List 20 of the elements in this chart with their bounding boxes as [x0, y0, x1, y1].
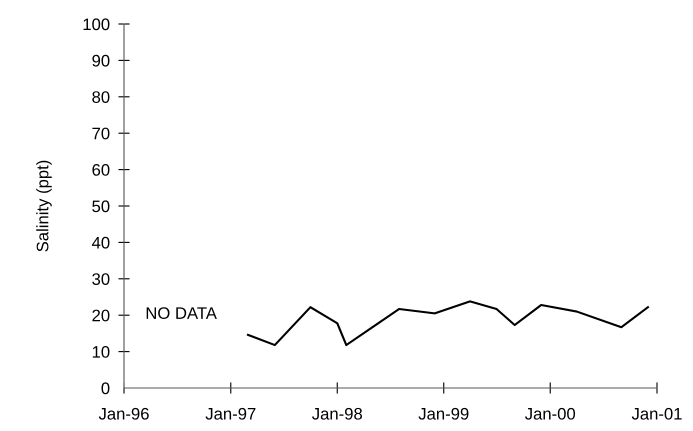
x-tick-label: Jan-01 — [632, 408, 682, 420]
y-axis-title: Salinity (ppt) — [36, 160, 52, 252]
x-tick-label: Jan-99 — [418, 408, 468, 420]
y-tick-label: 50 — [92, 200, 110, 212]
x-tick-label: Jan-00 — [525, 408, 576, 420]
y-tick-label: 80 — [92, 91, 110, 104]
x-tick-label: Jan-98 — [312, 408, 362, 420]
y-tick-label: 90 — [92, 54, 110, 67]
x-tick-label: Jan-97 — [206, 408, 256, 420]
y-tick-label: 30 — [92, 273, 110, 286]
x-tick-label: Jan-96 — [98, 408, 149, 420]
y-tick-label: 10 — [92, 346, 110, 358]
y-tick-label: 20 — [92, 310, 110, 322]
y-tick-label: 0 — [101, 382, 110, 394]
y-tick-label: 100 — [84, 18, 110, 30]
y-tick-label: 40 — [92, 236, 110, 249]
y-tick-label: 70 — [92, 128, 110, 140]
line-series — [246, 300, 649, 346]
annotation: NO DATA — [146, 307, 217, 320]
y-tick-label: 60 — [92, 164, 110, 176]
